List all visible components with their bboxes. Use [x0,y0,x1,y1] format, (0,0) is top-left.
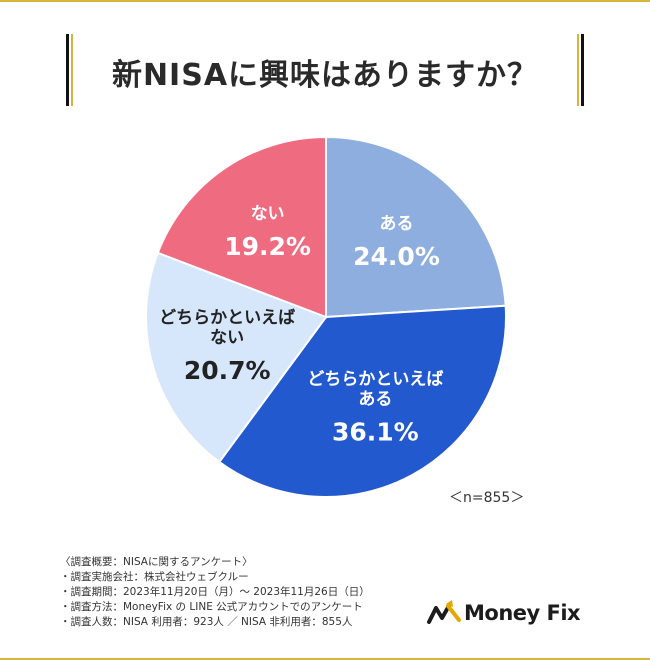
slice-value-label: 24.0% [353,242,440,271]
slice-value-label: 20.7% [184,356,271,385]
slice-label: ある [380,214,414,234]
slice-value-label: 19.2% [224,232,311,261]
slice-label: ある [358,389,392,409]
pie-slice [325,135,507,319]
chart-title: 新NISAに興味はありますか？ [111,58,539,93]
title-bar-left [66,34,69,106]
pie-chart: ある24.0%どちらかといえばある36.1%どちらかといえばない20.7%ない1… [145,135,507,498]
title-bar-right-gold [577,34,579,106]
note-line: 〈調査概要：NISAに関するアンケート〉 [60,556,253,568]
note-line: ・調査実施会社：株式会社ウェブクルー [60,571,249,583]
sample-size: ＜n=855＞ [449,490,525,506]
slice-label: ない [251,204,285,224]
logo-text: Money Fix [464,601,581,625]
pie-slice [217,304,507,498]
note-line: ・調査人数：NISA 利用者：923人 ／ NISA 非利用者：855人 [60,616,353,628]
moneyfix-logo: Money Fix [426,596,581,630]
survey-notes: 〈調査概要：NISAに関するアンケート〉 ・調査実施会社：株式会社ウェブクルー … [60,555,370,630]
pie-slice [145,251,328,464]
slice-label: どちらかといえば [159,308,295,328]
pie-slice [156,135,327,319]
slice-label: ない [210,328,244,348]
top-border [0,0,650,2]
logo-mark-icon [427,600,461,624]
note-line: ・調査方法：MoneyFix の LINE 公式アカウントでのアンケート [60,601,363,613]
title-block: 新NISAに興味はありますか？ [66,34,584,106]
slice-label: どちらかといえば [307,369,443,389]
bottom-border [0,658,650,660]
note-line: ・調査期間：2023年11月20日（月）〜 2023年11月26日（日） [60,586,370,598]
slice-value-label: 36.1% [332,417,419,446]
title-bar-left-gold [71,34,73,106]
title-bar-right [581,34,584,106]
